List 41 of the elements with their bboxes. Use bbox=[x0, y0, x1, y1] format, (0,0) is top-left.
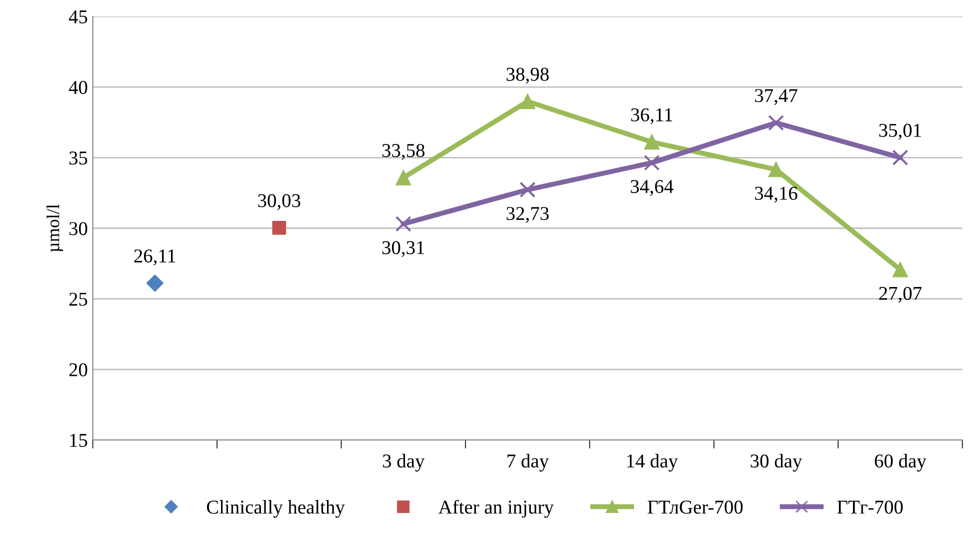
y-axis-title: µmol/l bbox=[46, 204, 63, 252]
legend-label: ГТлGer-700 bbox=[648, 500, 743, 514]
x-tick-label: 3 day bbox=[382, 454, 425, 472]
data-label: 26,11 bbox=[134, 249, 176, 266]
point bbox=[396, 170, 411, 186]
legend-label: After an injury bbox=[438, 500, 554, 518]
y-tick-label: 25 bbox=[69, 292, 88, 306]
point bbox=[768, 162, 784, 178]
x-tick-label: 14 day bbox=[627, 454, 678, 472]
y-tick-label: 15 bbox=[70, 434, 88, 447]
data-label: 34,16 bbox=[755, 186, 798, 203]
data-label: 32,73 bbox=[506, 206, 549, 223]
x-tick-label: 7 day bbox=[508, 454, 549, 472]
data-label: 34,64 bbox=[630, 180, 674, 196]
y-tick-label: 45 bbox=[68, 10, 88, 24]
point bbox=[892, 150, 908, 166]
x-tick-label: 30 day bbox=[750, 454, 802, 472]
data-label: 30,03 bbox=[258, 194, 300, 210]
data-label: 33,58 bbox=[382, 144, 424, 160]
point bbox=[644, 134, 660, 150]
data-label: 38,98 bbox=[506, 68, 549, 84]
point bbox=[768, 114, 784, 131]
point bbox=[146, 274, 164, 292]
data-label: 36,11 bbox=[631, 108, 672, 124]
point bbox=[520, 94, 536, 110]
data-label: 35,01 bbox=[879, 124, 921, 140]
legend-label: ГТг-700 bbox=[837, 500, 903, 514]
data-label: 30,31 bbox=[382, 241, 424, 258]
y-tick-label: 40 bbox=[68, 80, 88, 94]
point bbox=[395, 216, 412, 232]
point bbox=[520, 182, 536, 198]
point bbox=[892, 262, 908, 278]
y-tick-label: 20 bbox=[69, 363, 88, 376]
data-label: 37,47 bbox=[755, 89, 798, 105]
x-tick-label: 60 day bbox=[874, 454, 926, 472]
legend-label: Clinically healthy bbox=[206, 500, 345, 518]
y-tick-label: 35 bbox=[69, 152, 88, 165]
y-tick-label: 30 bbox=[69, 222, 88, 236]
data-label: 27,07 bbox=[879, 286, 922, 303]
point bbox=[644, 154, 660, 171]
point bbox=[272, 220, 286, 235]
